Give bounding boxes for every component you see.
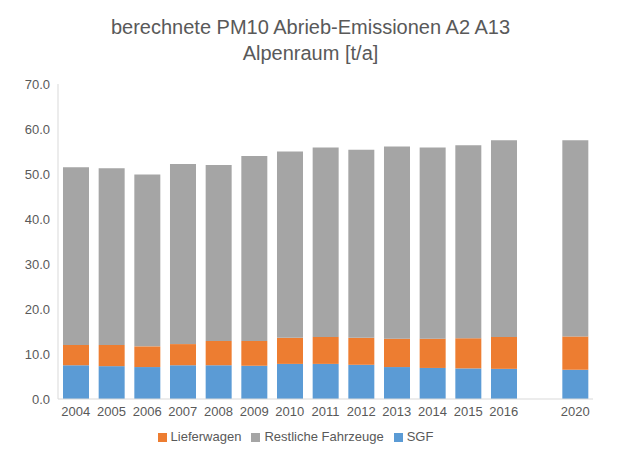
svg-text:2006: 2006: [133, 404, 162, 419]
svg-text:2009: 2009: [240, 404, 269, 419]
svg-text:2011: 2011: [312, 404, 340, 419]
svg-text:2016: 2016: [489, 404, 518, 419]
html-text:Alpenraum [t/a]: Alpenraum [t/a]: [242, 42, 379, 64]
svg-text:0.0: 0.0: [32, 392, 50, 407]
html-text:SGF: SGF: [406, 429, 434, 444]
svg-text:10.0: 10.0: [25, 347, 50, 362]
svg-text:2008: 2008: [204, 404, 233, 419]
svg-text:2013: 2013: [382, 404, 411, 419]
html-text:Restliche Fahrzeuge: Restliche Fahrzeuge: [264, 429, 384, 444]
svg-text:40.0: 40.0: [25, 212, 50, 227]
html-text:berechnete PM10 Abrieb-Emissio: berechnete PM10 Abrieb-Emissionen A2 A13: [110, 16, 511, 38]
svg-text:2020: 2020: [561, 404, 590, 419]
svg-text:70.0: 70.0: [25, 77, 50, 92]
svg-text:2004: 2004: [61, 404, 90, 419]
svg-text:2010: 2010: [275, 404, 304, 419]
svg-text:50.0: 50.0: [25, 167, 50, 182]
svg-text:60.0: 60.0: [25, 122, 50, 137]
svg-text:2005: 2005: [97, 404, 126, 419]
svg-text:20.0: 20.0: [25, 302, 50, 317]
svg-text:2015: 2015: [454, 404, 483, 419]
svg-text:30.0: 30.0: [25, 257, 50, 272]
svg-text:2007: 2007: [168, 404, 197, 419]
svg-text:2012: 2012: [347, 404, 376, 419]
html-text:Lieferwagen: Lieferwagen: [170, 429, 242, 444]
svg-text:2014: 2014: [418, 404, 447, 419]
